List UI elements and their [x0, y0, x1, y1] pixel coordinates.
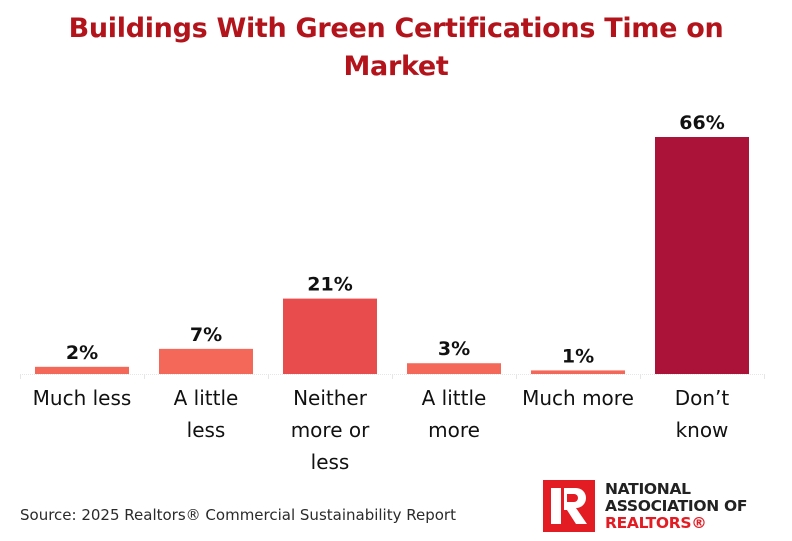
data-label-3: 3%	[438, 338, 470, 360]
x-tick-label-0-line-0: Much less	[33, 386, 132, 410]
logo-line-3: REALTORS®	[605, 514, 707, 532]
chart-title-line-2: Market	[343, 51, 449, 82]
nar-logo: NATIONAL ASSOCIATION OF REALTORS®	[543, 480, 783, 532]
x-tick-label-2-line-2: less	[311, 450, 350, 474]
x-tick-label-1-line-0: A little	[174, 386, 239, 410]
data-label-0: 2%	[66, 342, 98, 364]
x-tick-label-5-line-0: Don’t	[675, 386, 730, 410]
data-label-2: 21%	[307, 274, 352, 296]
bar-2	[283, 298, 377, 374]
logo-line-1: NATIONAL	[605, 480, 691, 498]
realtor-r-logo-icon	[543, 480, 595, 532]
x-tick-label-5-line-1: know	[676, 418, 729, 442]
x-tick-label-2-line-1: more or	[291, 418, 370, 442]
data-label-5: 66%	[679, 112, 724, 134]
bar-1	[159, 348, 253, 374]
data-label-4: 1%	[562, 345, 594, 367]
source-note: Source: 2025 Realtors® Commercial Sustai…	[20, 506, 456, 524]
x-tick-label-3-line-0: A little	[422, 386, 487, 410]
chart-title-line-1: Buildings With Green Certifications Time…	[68, 13, 724, 44]
x-tick-label-2-line-0: Neither	[293, 386, 368, 410]
x-tick-label-1-line-1: less	[187, 418, 226, 442]
bar-3	[407, 363, 501, 374]
bar-chart: 2% Much less 7% A little less 21% Neither more …	[20, 112, 765, 474]
logo-line-2: ASSOCIATION OF	[605, 497, 748, 515]
bar-0	[35, 366, 129, 374]
x-tick-label-4-line-0: Much more	[522, 386, 634, 410]
logo-wordmark: NATIONAL ASSOCIATION OF REALTORS®	[605, 481, 747, 532]
bar-4	[531, 370, 625, 374]
x-tick-label-3-line-1: more	[428, 418, 480, 442]
chart-title: Buildings With Green Certifications Time…	[0, 10, 792, 86]
bar-5	[655, 137, 749, 374]
data-label-1: 7%	[190, 324, 222, 346]
